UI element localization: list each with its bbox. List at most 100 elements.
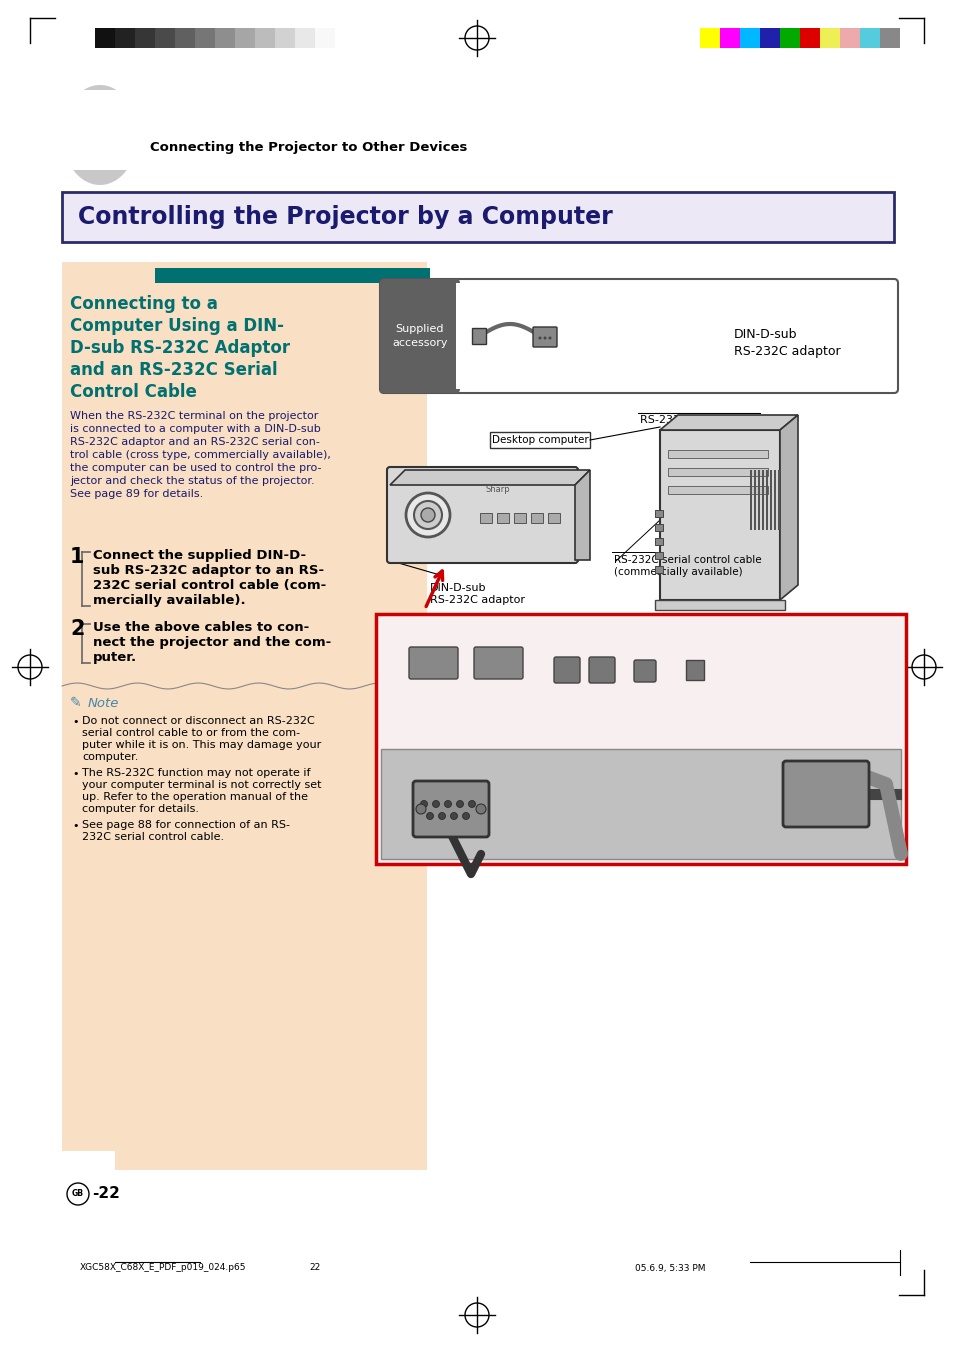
Circle shape xyxy=(468,801,475,808)
Bar xyxy=(531,513,542,523)
Bar xyxy=(740,28,760,49)
Bar xyxy=(214,28,234,49)
Bar xyxy=(700,28,720,49)
Circle shape xyxy=(456,801,463,808)
Text: See page 89 for details.: See page 89 for details. xyxy=(70,489,203,499)
Text: RS-232C adaptor: RS-232C adaptor xyxy=(430,594,524,605)
Text: Sharp: Sharp xyxy=(485,485,509,494)
Text: puter while it is on. This may damage your: puter while it is on. This may damage yo… xyxy=(82,740,321,750)
Text: ✎: ✎ xyxy=(70,696,82,711)
Text: Control Cable: Control Cable xyxy=(70,382,196,401)
Circle shape xyxy=(537,336,541,339)
FancyBboxPatch shape xyxy=(588,657,615,684)
Circle shape xyxy=(406,493,450,536)
Bar xyxy=(667,467,767,476)
Circle shape xyxy=(426,812,433,820)
Text: and an RS-232C Serial: and an RS-232C Serial xyxy=(70,361,277,380)
Text: The RS-232C function may not operate if: The RS-232C function may not operate if xyxy=(82,767,310,778)
Text: Controlling the Projector by a Computer: Controlling the Projector by a Computer xyxy=(78,205,612,230)
Bar xyxy=(753,470,755,530)
Text: computer for details.: computer for details. xyxy=(82,804,199,815)
Bar xyxy=(780,28,800,49)
Bar xyxy=(234,28,254,49)
Text: computer.: computer. xyxy=(82,753,138,762)
Bar xyxy=(655,553,662,559)
FancyBboxPatch shape xyxy=(413,781,489,838)
Bar xyxy=(472,328,485,345)
Circle shape xyxy=(543,336,546,339)
Bar xyxy=(778,470,780,530)
FancyBboxPatch shape xyxy=(474,647,522,680)
Text: 05.6.9, 5:33 PM: 05.6.9, 5:33 PM xyxy=(635,1263,705,1273)
Bar xyxy=(655,600,784,611)
Bar xyxy=(749,470,751,530)
Polygon shape xyxy=(659,415,797,430)
Bar xyxy=(667,486,767,494)
Bar xyxy=(659,430,780,600)
Text: XGC58X_C68X_E_PDF_p019_024.p65: XGC58X_C68X_E_PDF_p019_024.p65 xyxy=(80,1263,246,1273)
Bar xyxy=(294,28,314,49)
Bar xyxy=(758,470,760,530)
FancyBboxPatch shape xyxy=(533,327,557,347)
FancyBboxPatch shape xyxy=(379,280,897,393)
Bar xyxy=(154,28,174,49)
Text: your computer terminal is not correctly set: your computer terminal is not correctly … xyxy=(82,780,321,790)
Bar xyxy=(456,282,460,389)
Bar xyxy=(62,262,427,1170)
Text: Computer Using a DIN-: Computer Using a DIN- xyxy=(70,317,284,335)
FancyBboxPatch shape xyxy=(634,661,656,682)
Bar xyxy=(773,470,775,530)
FancyBboxPatch shape xyxy=(782,761,868,827)
Text: Connecting the Projector to Other Devices: Connecting the Projector to Other Device… xyxy=(150,142,467,154)
Text: the computer can be used to control the pro-: the computer can be used to control the … xyxy=(70,463,321,473)
Bar xyxy=(655,538,662,544)
Bar xyxy=(154,267,430,282)
Bar xyxy=(115,28,135,49)
Bar xyxy=(380,748,900,859)
Bar xyxy=(479,513,492,523)
Circle shape xyxy=(420,801,427,808)
Text: RS-232C adaptor and an RS-232C serial con-: RS-232C adaptor and an RS-232C serial co… xyxy=(70,436,319,447)
Bar xyxy=(685,661,703,680)
Bar xyxy=(655,509,662,517)
Text: nect the projector and the com-: nect the projector and the com- xyxy=(92,636,331,648)
Bar xyxy=(0,1151,115,1351)
Polygon shape xyxy=(575,470,589,561)
Bar xyxy=(490,432,589,449)
Circle shape xyxy=(432,801,439,808)
Bar xyxy=(800,28,820,49)
Bar xyxy=(174,28,194,49)
Bar xyxy=(879,28,899,49)
Bar xyxy=(761,470,763,530)
Bar xyxy=(765,470,767,530)
Bar xyxy=(547,513,559,523)
Text: Desktop computer: Desktop computer xyxy=(491,435,588,444)
Text: 2: 2 xyxy=(70,619,85,639)
Text: RS-232C serial control cable: RS-232C serial control cable xyxy=(614,555,760,565)
Text: DIN-D-sub: DIN-D-sub xyxy=(430,584,486,593)
Text: Supplied
accessory: Supplied accessory xyxy=(392,324,447,347)
Text: •: • xyxy=(71,821,78,831)
Text: 1: 1 xyxy=(70,547,85,567)
Text: Connecting to a: Connecting to a xyxy=(70,295,217,313)
Bar xyxy=(314,28,335,49)
Text: up. Refer to the operation manual of the: up. Refer to the operation manual of the xyxy=(82,792,308,802)
Bar xyxy=(655,566,662,573)
Text: (commercially available): (commercially available) xyxy=(614,567,741,577)
Bar xyxy=(274,28,294,49)
Circle shape xyxy=(462,812,469,820)
Polygon shape xyxy=(390,470,589,485)
Bar xyxy=(375,613,905,865)
Text: GB: GB xyxy=(71,1189,84,1198)
Bar xyxy=(60,91,140,170)
Text: 232C serial control cable (com-: 232C serial control cable (com- xyxy=(92,580,326,592)
Circle shape xyxy=(414,501,441,530)
Text: Connect the supplied DIN-D-: Connect the supplied DIN-D- xyxy=(92,549,306,562)
Text: •: • xyxy=(71,717,78,727)
Text: D-sub RS-232C Adaptor: D-sub RS-232C Adaptor xyxy=(70,339,290,357)
FancyBboxPatch shape xyxy=(379,280,459,393)
Bar xyxy=(497,513,509,523)
Bar xyxy=(840,28,859,49)
Circle shape xyxy=(444,801,451,808)
FancyBboxPatch shape xyxy=(387,467,578,563)
